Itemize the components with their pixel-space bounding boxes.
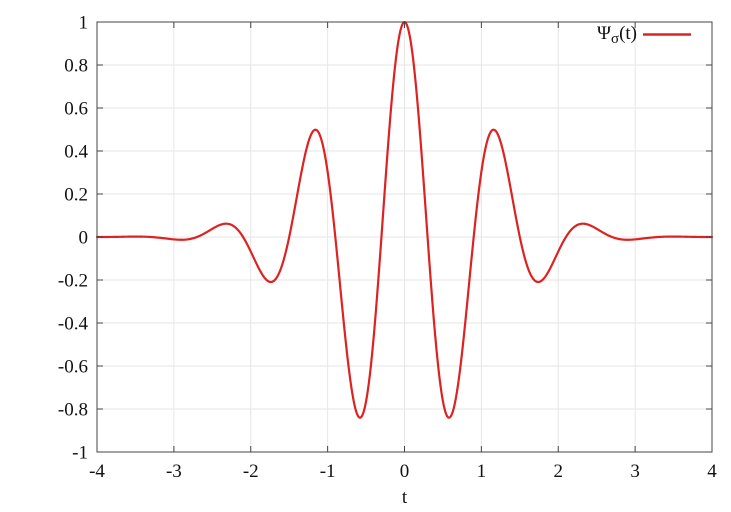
y-tick-label: 0 [79, 228, 89, 249]
x-tick-label: -1 [320, 461, 336, 482]
y-tick-label: -0.4 [58, 314, 89, 335]
x-tick-label: 1 [477, 461, 487, 482]
x-tick-label: 4 [707, 461, 717, 482]
y-tick-label: 1 [79, 13, 89, 34]
y-tick-label: 0.6 [64, 99, 88, 120]
plot-frame [96, 21, 713, 453]
x-tick-label: 2 [554, 461, 564, 482]
y-tick-label: -1 [72, 443, 88, 464]
legend-label-suffix: (t) [619, 23, 637, 44]
y-tick-label: -0.8 [58, 400, 88, 421]
y-tick-label: -0.6 [58, 357, 88, 378]
legend-label-subscript: σ [611, 31, 619, 47]
x-tick-label: -4 [89, 461, 105, 482]
grid-lines [96, 21, 713, 453]
x-tick-label: 3 [630, 461, 640, 482]
x-tick-label: -3 [166, 461, 182, 482]
x-tick-label: -2 [243, 461, 259, 482]
y-tick-label: -0.2 [58, 271, 88, 292]
legend-label: Ψσ(t) [597, 23, 637, 47]
x-axis-title: t [402, 487, 408, 508]
x-tick-label: 0 [400, 461, 410, 482]
tick-labels: -1 -0.8 -0.6 -0.4 -0.2 0 0.2 0.4 0.6 0.8 1 -4 -3 -2 -1… [58, 13, 717, 483]
y-tick-label: 0.8 [64, 56, 88, 77]
legend-label-base: Ψ [597, 23, 611, 44]
y-tick-label: 0.4 [64, 142, 88, 163]
y-tick-label: 0.2 [64, 185, 88, 206]
legend: Ψσ(t) [597, 23, 691, 47]
